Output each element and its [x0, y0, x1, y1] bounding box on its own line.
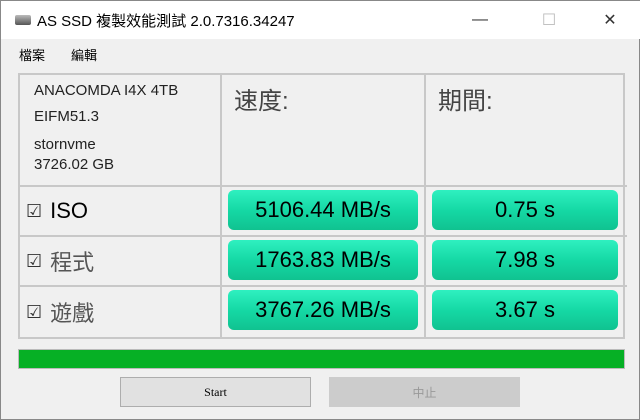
drive-icon [15, 15, 31, 25]
drive-info: ANACOMDA I4X 4TB EIFM51.3 stornvme 3726.… [20, 75, 222, 187]
time-iso: 0.75 s [432, 190, 618, 230]
time-cell: 3.67 s [426, 287, 627, 337]
time-cell: 0.75 s [426, 187, 627, 237]
checkbox-iso[interactable]: ☑ [26, 200, 43, 221]
speed-iso: 5106.44 MB/s [228, 190, 418, 230]
menu-edit[interactable]: 編輯 [71, 47, 98, 63]
row-game-label[interactable]: ☑ 遊戲 [20, 287, 222, 337]
stop-button[interactable]: 中止 [329, 377, 520, 407]
start-button[interactable]: Start [120, 377, 311, 407]
label-iso: ISO [50, 198, 89, 223]
speed-header: 速度: [222, 75, 426, 187]
minimize-button[interactable]: — [472, 11, 488, 28]
drive-driver: stornvme [34, 136, 96, 153]
drive-model: ANACOMDA I4X 4TB [34, 82, 179, 99]
speed-program: 1763.83 MB/s [228, 240, 418, 280]
label-game: 遊戲 [50, 301, 95, 326]
drive-size: 3726.02 GB [34, 156, 115, 173]
checkbox-game[interactable]: ☑ [26, 301, 43, 322]
results-table: ANACOMDA I4X 4TB EIFM51.3 stornvme 3726.… [18, 73, 627, 339]
time-cell: 7.98 s [426, 237, 627, 287]
time-header: 期間: [426, 75, 627, 187]
speed-cell: 5106.44 MB/s [222, 187, 426, 237]
menu-file[interactable]: 檔案 [19, 47, 46, 63]
maximize-button[interactable]: ☐ [541, 12, 557, 29]
time-game: 3.67 s [432, 290, 618, 330]
speed-game: 3767.26 MB/s [228, 290, 418, 330]
window-title: AS SSD 複製效能測試 2.0.7316.34247 [37, 12, 295, 30]
speed-cell: 3767.26 MB/s [222, 287, 426, 337]
row-program-label[interactable]: ☑ 程式 [20, 237, 222, 287]
time-program: 7.98 s [432, 240, 618, 280]
title-bar: AS SSD 複製效能測試 2.0.7316.34247 — ☐ ✕ [1, 1, 640, 39]
close-button[interactable]: ✕ [603, 12, 617, 29]
progress-bar [18, 349, 625, 369]
speed-cell: 1763.83 MB/s [222, 237, 426, 287]
drive-firmware: EIFM51.3 [34, 108, 100, 125]
menu-bar: 檔案 編輯 [1, 39, 640, 69]
progress-fill [19, 350, 624, 368]
row-iso-label[interactable]: ☑ ISO [20, 187, 222, 237]
checkbox-program[interactable]: ☑ [26, 250, 43, 271]
label-program: 程式 [50, 250, 95, 275]
